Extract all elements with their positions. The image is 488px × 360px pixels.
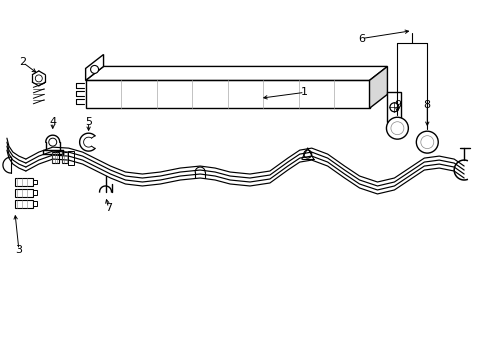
Text: 9: 9 xyxy=(393,100,400,110)
Circle shape xyxy=(35,75,42,82)
Bar xyxy=(52,152,59,163)
Circle shape xyxy=(389,103,398,112)
Circle shape xyxy=(386,117,407,139)
Polygon shape xyxy=(386,92,401,122)
Bar xyxy=(15,189,33,197)
Text: 3: 3 xyxy=(15,245,22,255)
Circle shape xyxy=(303,150,311,158)
Bar xyxy=(15,200,33,208)
Bar xyxy=(33,190,37,195)
Text: 8: 8 xyxy=(423,100,430,110)
Bar xyxy=(33,180,37,184)
Bar xyxy=(15,178,33,186)
Bar xyxy=(33,201,37,206)
Bar xyxy=(67,151,74,165)
Text: 5: 5 xyxy=(85,117,92,127)
Bar xyxy=(62,152,69,163)
Circle shape xyxy=(90,66,99,73)
Text: 1: 1 xyxy=(301,87,307,97)
Text: 6: 6 xyxy=(357,33,365,44)
Text: 4: 4 xyxy=(49,117,56,127)
Circle shape xyxy=(49,138,57,146)
Circle shape xyxy=(415,131,437,153)
Polygon shape xyxy=(85,67,386,80)
Polygon shape xyxy=(85,80,369,108)
Circle shape xyxy=(420,136,433,149)
Circle shape xyxy=(390,122,403,135)
Polygon shape xyxy=(85,54,103,80)
Text: 2: 2 xyxy=(19,58,26,67)
Polygon shape xyxy=(369,67,386,108)
Text: 7: 7 xyxy=(105,203,112,213)
